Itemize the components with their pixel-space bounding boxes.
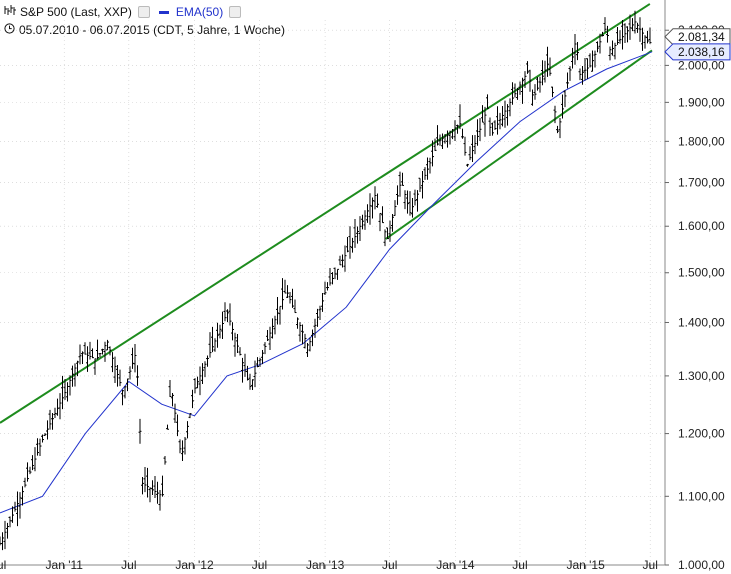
series-label: S&P 500 (Last, XXP): [20, 5, 132, 19]
last-price-box: 2.081,34: [664, 28, 731, 46]
x-axis: Jul Jan '11 Jul Jan '12 Jul Jan '13 Jul Jan '14…: [0, 558, 665, 572]
ema-label: EMA(50): [175, 5, 224, 19]
y-tick-label: 2.000,00: [678, 58, 725, 72]
x-tick-label: Jan '12: [175, 558, 214, 572]
price-layer: [0, 10, 652, 551]
y-tick-label: 1.500,00: [678, 266, 725, 280]
ema-line: [0, 51, 653, 514]
x-tick-label: Jan '14: [436, 558, 475, 572]
ema-settings-button[interactable]: [229, 6, 242, 18]
y-tick-label: 1.200,00: [678, 427, 725, 441]
y-tick-label: 1.700,00: [678, 176, 725, 190]
x-tick-label: Jul: [512, 558, 527, 572]
x-tick-label: Jan '13: [306, 558, 345, 572]
x-tick-label: Jan '11: [46, 558, 84, 572]
y-tick-label: 1.600,00: [678, 219, 725, 233]
ema-swatch: [158, 10, 169, 14]
period-label: 05.07.2010 - 06.07.2015 (CDT, 5 Jahre, 1…: [19, 23, 285, 37]
trendlines: [0, 3, 653, 424]
lower-trendline: [385, 49, 653, 240]
legend-period-row: 05.07.2010 - 06.07.2015 (CDT, 5 Jahre, 1…: [4, 21, 285, 39]
ema-value-box-shape: [664, 43, 731, 61]
x-tick-label: Jul: [382, 558, 397, 572]
x-tick-label: Jul: [0, 558, 6, 572]
y-tick-label: 1.400,00: [678, 315, 725, 329]
ema-value: 2.038,16: [678, 45, 725, 59]
y-tick-label: 1.000,00: [678, 558, 725, 572]
y-tick-label: 1.800,00: [678, 134, 725, 148]
chart-legend: S&P 500 (Last, XXP) EMA(50) 05.07.2010 -…: [4, 3, 285, 39]
x-tick-label: Jul: [121, 558, 136, 572]
bar-chart-icon: [4, 3, 16, 21]
x-tick-label: Jan '15: [566, 558, 605, 572]
upper-trendline: [0, 3, 651, 424]
y-tick-label: 1.900,00: [678, 95, 725, 109]
last-price-value: 2.081,34: [678, 30, 725, 44]
last-price-box-shape: [664, 28, 731, 46]
ema-layer: [0, 51, 653, 514]
series-settings-button[interactable]: [137, 6, 150, 18]
legend-series-row: S&P 500 (Last, XXP) EMA(50): [4, 3, 285, 21]
y-tick-label: 1.100,00: [678, 489, 725, 503]
y-axis: 1.000,00 1.100,00 1.200,00 1.300,00 1.400,00…: [664, 0, 725, 572]
ema-value-box: 2.038,16: [664, 43, 731, 61]
x-tick-label: Jul: [643, 558, 658, 572]
x-tick-label: Jul: [252, 558, 267, 572]
y-tick-label: 1.300,00: [678, 369, 725, 383]
clock-icon: [4, 21, 15, 39]
